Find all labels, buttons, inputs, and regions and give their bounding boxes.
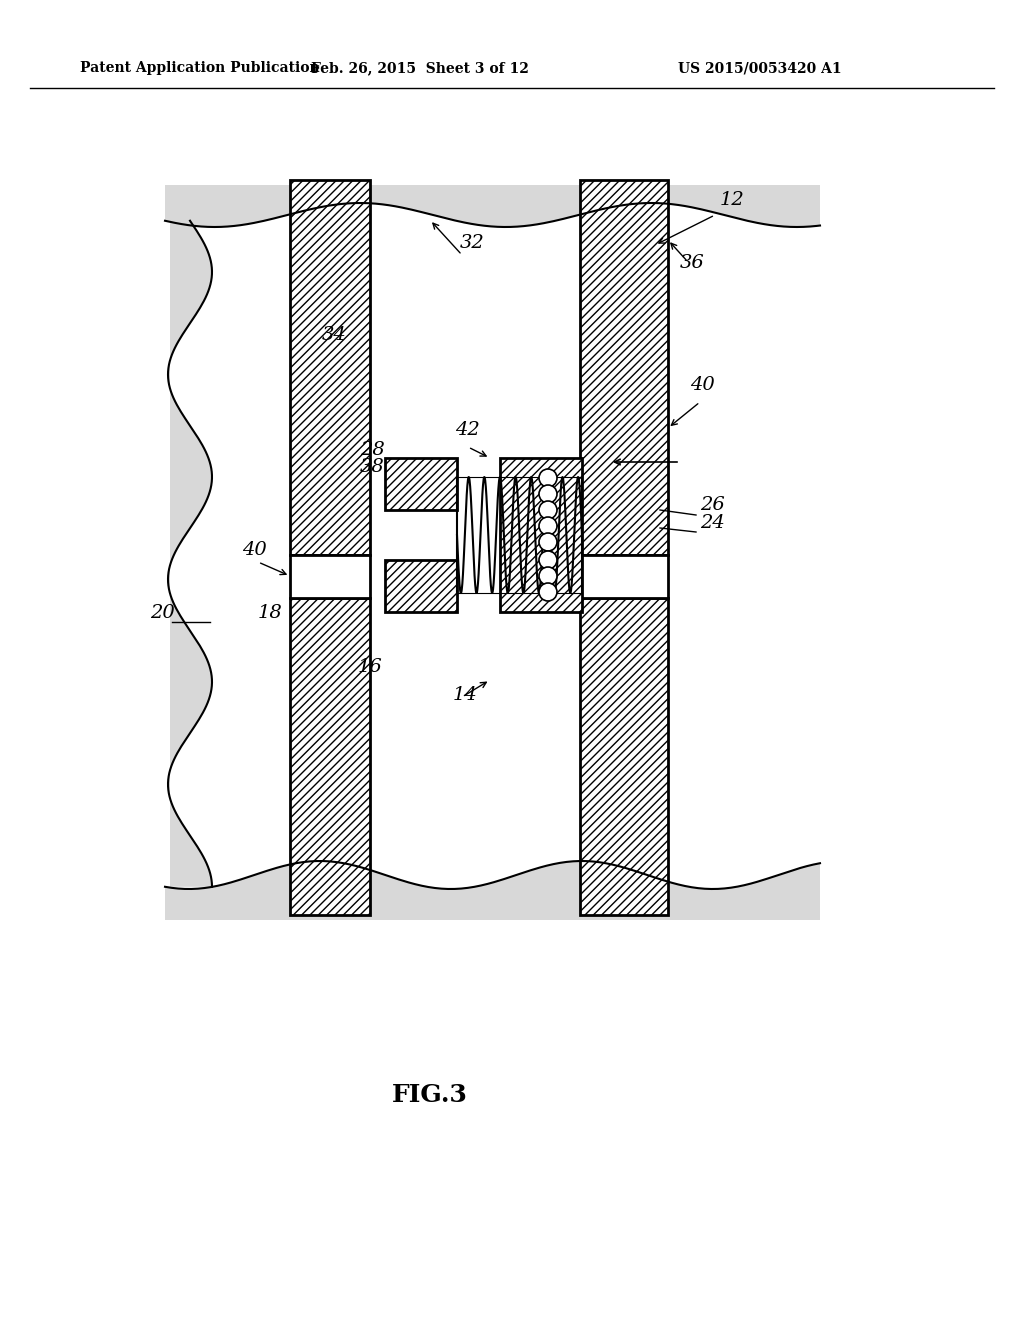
Text: 40: 40 <box>690 376 715 393</box>
Circle shape <box>539 568 557 585</box>
Bar <box>385 560 457 612</box>
Bar <box>385 458 457 510</box>
Bar <box>580 180 668 554</box>
Circle shape <box>539 583 557 601</box>
Text: 26: 26 <box>700 496 725 513</box>
Text: 36: 36 <box>680 253 705 272</box>
Text: 14: 14 <box>453 686 478 704</box>
Text: 20: 20 <box>150 605 175 622</box>
Text: Feb. 26, 2015  Sheet 3 of 12: Feb. 26, 2015 Sheet 3 of 12 <box>311 61 529 75</box>
Text: 28: 28 <box>360 441 385 459</box>
Circle shape <box>539 469 557 487</box>
Polygon shape <box>165 861 820 920</box>
Bar <box>385 560 457 612</box>
Bar <box>290 180 370 554</box>
Polygon shape <box>165 185 820 227</box>
Text: 38: 38 <box>360 458 385 477</box>
Bar <box>580 180 668 554</box>
Bar <box>290 180 370 554</box>
Bar <box>580 598 668 915</box>
Text: FIG.3: FIG.3 <box>392 1082 468 1107</box>
Text: 12: 12 <box>720 191 744 209</box>
Bar <box>580 598 668 915</box>
Circle shape <box>539 533 557 550</box>
Text: 16: 16 <box>358 657 383 676</box>
Text: 40: 40 <box>242 541 266 558</box>
Bar <box>290 554 370 598</box>
Bar <box>290 598 370 915</box>
Bar <box>290 598 370 915</box>
Bar <box>500 458 582 612</box>
Text: 18: 18 <box>258 605 283 622</box>
Circle shape <box>539 502 557 519</box>
Bar <box>500 458 582 612</box>
Circle shape <box>539 517 557 535</box>
Text: US 2015/0053420 A1: US 2015/0053420 A1 <box>678 61 842 75</box>
Text: 42: 42 <box>455 421 480 440</box>
Bar <box>580 554 668 598</box>
Circle shape <box>539 484 557 503</box>
Text: 32: 32 <box>460 234 484 252</box>
Text: 24: 24 <box>700 513 725 532</box>
Text: Patent Application Publication: Patent Application Publication <box>80 61 319 75</box>
Text: 34: 34 <box>322 326 347 345</box>
Polygon shape <box>168 220 212 887</box>
Bar <box>385 458 457 510</box>
Circle shape <box>539 550 557 569</box>
